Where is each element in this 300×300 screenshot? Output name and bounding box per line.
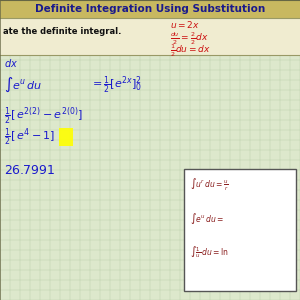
Text: $dx$: $dx$ xyxy=(4,57,18,69)
Text: $\frac{1}{2}du = dx$: $\frac{1}{2}du = dx$ xyxy=(170,43,211,59)
Text: $\int e^u\,du$: $\int e^u\,du$ xyxy=(4,76,42,94)
Text: $\frac{1}{2}\left[\,e^{2(2)} - e^{2(0)}\right]$: $\frac{1}{2}\left[\,e^{2(2)} - e^{2(0)}\… xyxy=(4,105,83,127)
FancyBboxPatch shape xyxy=(184,169,296,291)
Bar xyxy=(0,0,300,55)
Text: ate the definite integral.: ate the definite integral. xyxy=(3,26,122,35)
Text: $\int e^u\,du =$: $\int e^u\,du =$ xyxy=(190,211,224,226)
Text: $\int u^r\,du = \frac{u}{r}$: $\int u^r\,du = \frac{u}{r}$ xyxy=(190,177,229,193)
Text: $= \frac{1}{2}\left[e^{2x}\right]_0^2$: $= \frac{1}{2}\left[e^{2x}\right]_0^2$ xyxy=(90,74,142,96)
Bar xyxy=(0,0,300,18)
Bar xyxy=(59,128,73,146)
Text: $\frac{1}{2}\left[\,e^4 - 1\right]$: $\frac{1}{2}\left[\,e^4 - 1\right]$ xyxy=(4,126,55,148)
Text: $26.7991$: $26.7991$ xyxy=(4,164,55,176)
Text: $u = 2x$: $u = 2x$ xyxy=(170,20,200,31)
Text: $\frac{du}{2} = \frac{2}{2}dx$: $\frac{du}{2} = \frac{2}{2}dx$ xyxy=(170,31,208,47)
Text: Definite Integration Using Substitution: Definite Integration Using Substitution xyxy=(35,4,265,14)
Text: $\int \frac{1}{u}\,du = \ln$: $\int \frac{1}{u}\,du = \ln$ xyxy=(190,244,229,260)
